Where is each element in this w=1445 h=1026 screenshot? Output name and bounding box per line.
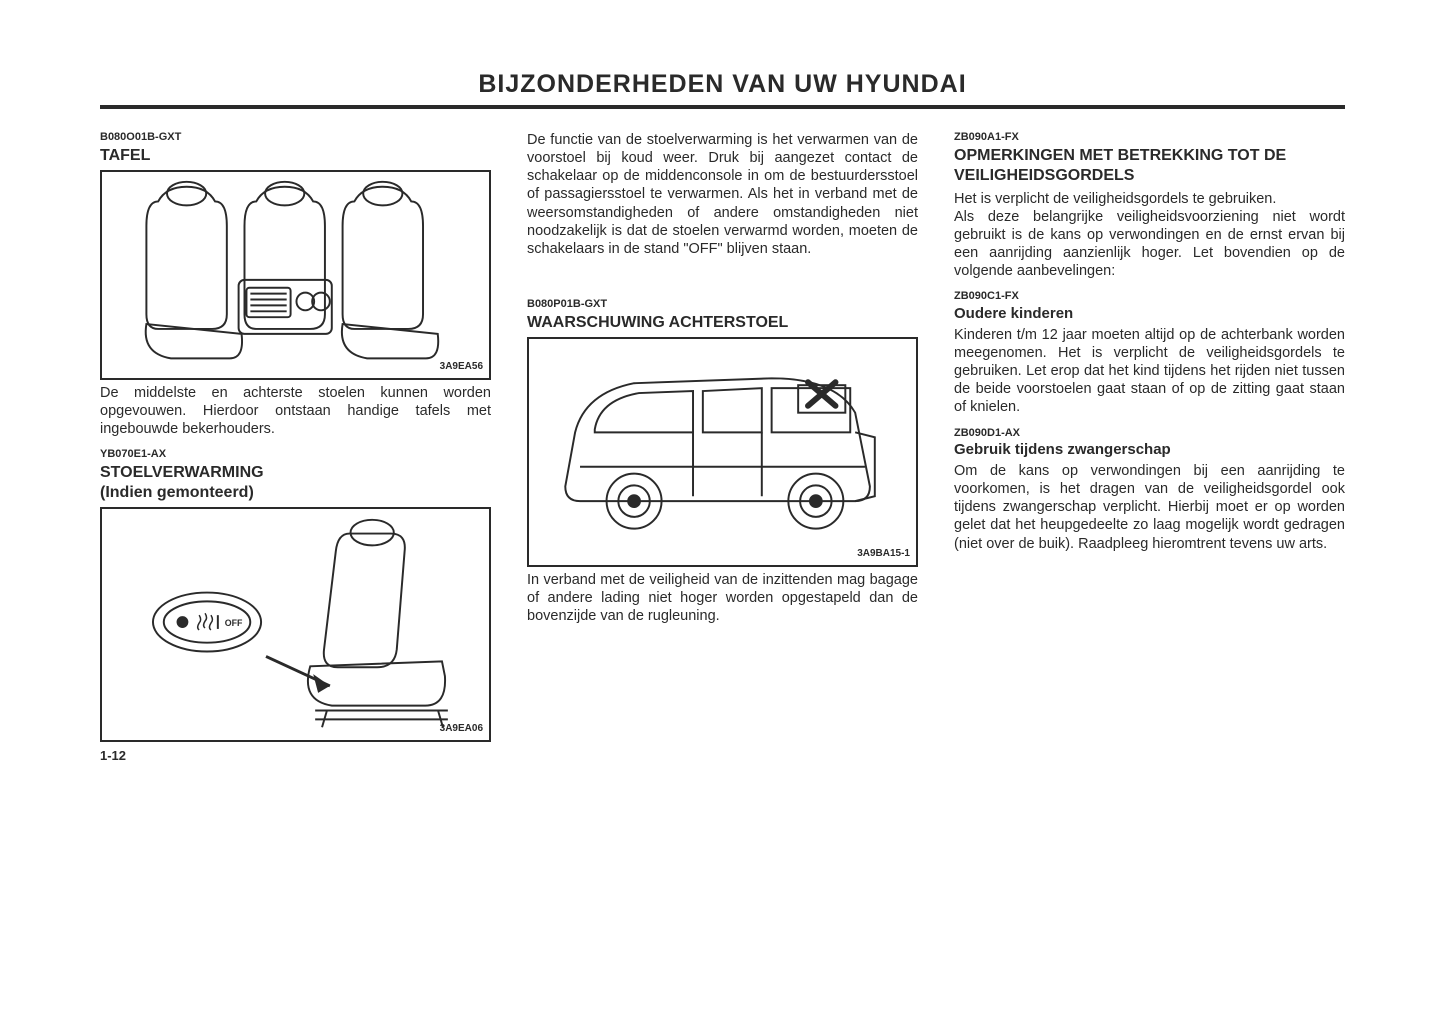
figure-label: 3A9BA15-1 bbox=[857, 548, 910, 561]
section-heading-tafel: TAFEL bbox=[100, 146, 491, 166]
body-text: De middelste en achterste stoelen kunnen… bbox=[100, 384, 491, 438]
section-code: ZB090D1-AX bbox=[954, 427, 1345, 441]
column-2: De functie van de stoelverwarming is het… bbox=[527, 123, 918, 764]
section-code: YB070E1-AX bbox=[100, 448, 491, 462]
body-text: De functie van de stoelverwarming is het… bbox=[527, 131, 918, 258]
section-heading-zwangerschap: Gebruik tijdens zwangerschap bbox=[954, 441, 1345, 460]
section-heading-stoelverwarming: STOELVERWARMING bbox=[100, 463, 491, 483]
figure-seats-table: 3A9EA56 bbox=[100, 170, 491, 380]
body-text: Het is verplicht de veiligheidsgordels t… bbox=[954, 190, 1345, 208]
figure-label: 3A9EA56 bbox=[440, 361, 483, 374]
section-code: B080P01B-GXT bbox=[527, 298, 918, 312]
body-text: Om de kans op verwondingen bij een aanri… bbox=[954, 462, 1345, 553]
section-subheading: (Indien gemonteerd) bbox=[100, 483, 491, 503]
column-3: ZB090A1-FX OPMERKINGEN MET BETREKKING TO… bbox=[954, 123, 1345, 764]
body-text: Kinderen t/m 12 jaar moeten altijd op de… bbox=[954, 326, 1345, 417]
column-1: B080O01B-GXT TAFEL bbox=[100, 123, 491, 764]
section-code: ZB090A1-FX bbox=[954, 131, 1345, 145]
figure-label: 3A9EA06 bbox=[440, 723, 483, 736]
switch-off-label: OFF bbox=[225, 618, 243, 628]
section-heading-oudere: Oudere kinderen bbox=[954, 305, 1345, 324]
page-number: 1-12 bbox=[100, 748, 491, 764]
section-heading-waarschuwing: WAARSCHUWING ACHTERSTOEL bbox=[527, 313, 918, 333]
section-code: ZB090C1-FX bbox=[954, 290, 1345, 304]
body-text: Als deze belangrijke veiligheidsvoorzien… bbox=[954, 208, 1345, 281]
figure-seat-heating: OFF 3 bbox=[100, 507, 491, 742]
section-code: B080O01B-GXT bbox=[100, 131, 491, 145]
figure-car-rear: 3A9BA15-1 bbox=[527, 337, 918, 567]
section-heading-opmerkingen: OPMERKINGEN MET BETREKKING TOT DE VEILIG… bbox=[954, 146, 1345, 186]
body-text: In verband met de veiligheid van de inzi… bbox=[527, 571, 918, 625]
page-title: BIJZONDERHEDEN VAN UW HYUNDAI bbox=[100, 70, 1345, 99]
title-rule bbox=[100, 105, 1345, 109]
